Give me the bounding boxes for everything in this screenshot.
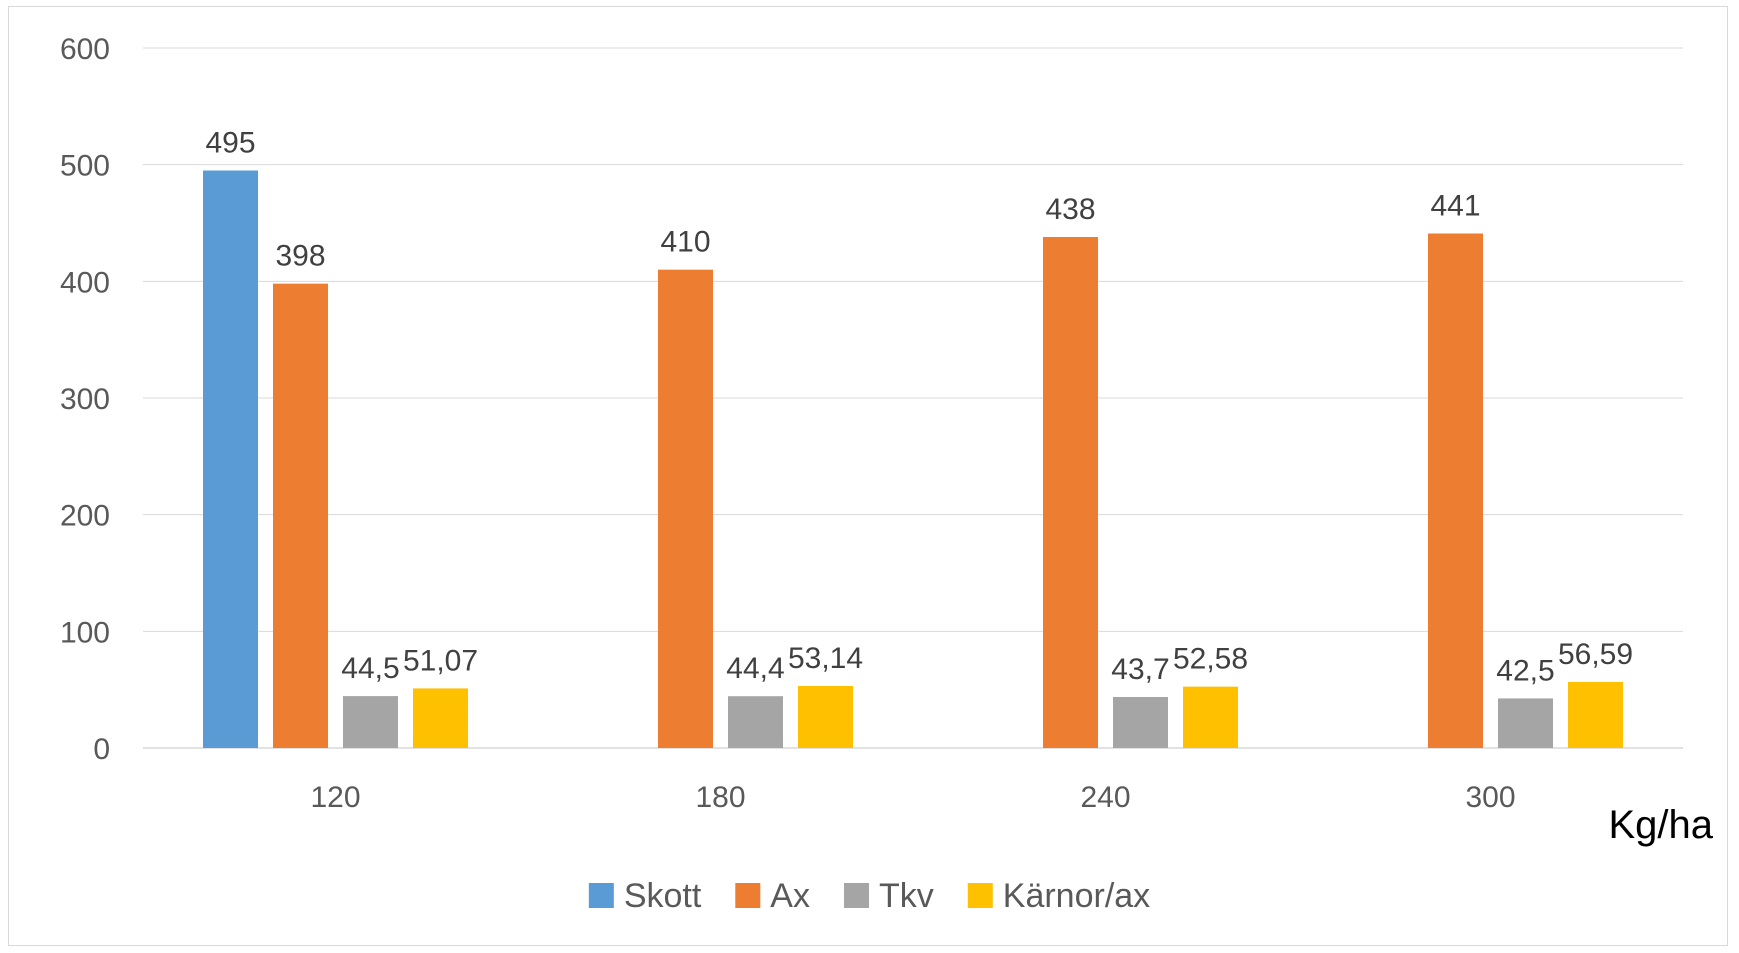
- legend-label: Skott: [624, 877, 702, 915]
- x-axis-ticks: 120 180 240 300: [310, 781, 1515, 814]
- bar: [1498, 698, 1553, 748]
- y-tick-label: 300: [60, 383, 110, 416]
- bar: [728, 696, 783, 748]
- y-tick-label: 400: [60, 266, 110, 299]
- x-axis-title: Kg/ha: [1608, 803, 1713, 847]
- bar: [1043, 237, 1098, 748]
- data-label: 51,07: [403, 644, 478, 677]
- legend-swatch: [843, 883, 869, 908]
- x-tick-label: 300: [1465, 781, 1515, 814]
- y-tick-label: 100: [60, 616, 110, 649]
- data-labels: 495 398 44,5 51,07 410 44,4 53,14 438 43,7 52,58 4…: [205, 127, 1633, 688]
- x-tick-label: 240: [1080, 781, 1130, 814]
- bar: [658, 269, 713, 748]
- y-tick-label: 200: [60, 500, 110, 533]
- y-axis-ticks: 0 100 200 300 400 500 600: [60, 33, 110, 766]
- bar: [343, 696, 398, 748]
- x-tick-label: 120: [310, 781, 360, 814]
- y-tick-label: 0: [93, 733, 110, 766]
- bar: [1183, 686, 1238, 748]
- data-label: 410: [660, 226, 710, 259]
- bar: [1113, 697, 1168, 748]
- legend-label: Tkv: [879, 877, 934, 915]
- legend-swatch: [588, 883, 614, 908]
- data-label: 43,7: [1111, 653, 1169, 686]
- data-label: 44,4: [726, 652, 784, 685]
- bar: [798, 686, 853, 748]
- bar: [1568, 681, 1623, 748]
- data-label: 42,5: [1496, 654, 1554, 687]
- bar: [413, 688, 468, 748]
- data-label: 53,14: [788, 642, 863, 675]
- data-label: 44,5: [341, 652, 399, 685]
- data-label: 52,58: [1173, 643, 1248, 676]
- data-label: 398: [275, 240, 325, 273]
- bar: [273, 283, 328, 748]
- data-label: 495: [205, 127, 255, 160]
- data-label: 438: [1045, 193, 1095, 226]
- legend-swatch: [735, 883, 761, 908]
- data-label: 56,59: [1558, 638, 1633, 671]
- y-tick-label: 500: [60, 150, 110, 183]
- bars: [203, 170, 1623, 748]
- legend-swatch: [967, 883, 993, 908]
- legend-label: Kärnor/ax: [1003, 877, 1150, 915]
- y-tick-label: 600: [60, 33, 110, 66]
- x-tick-label: 180: [695, 781, 745, 814]
- legend: Skott Ax Tkv Kärnor/ax: [588, 877, 1150, 915]
- legend-label: Ax: [770, 877, 810, 915]
- data-label: 441: [1430, 190, 1480, 223]
- bar: [1428, 233, 1483, 748]
- bar: [203, 170, 258, 748]
- gridlines: [143, 47, 1683, 749]
